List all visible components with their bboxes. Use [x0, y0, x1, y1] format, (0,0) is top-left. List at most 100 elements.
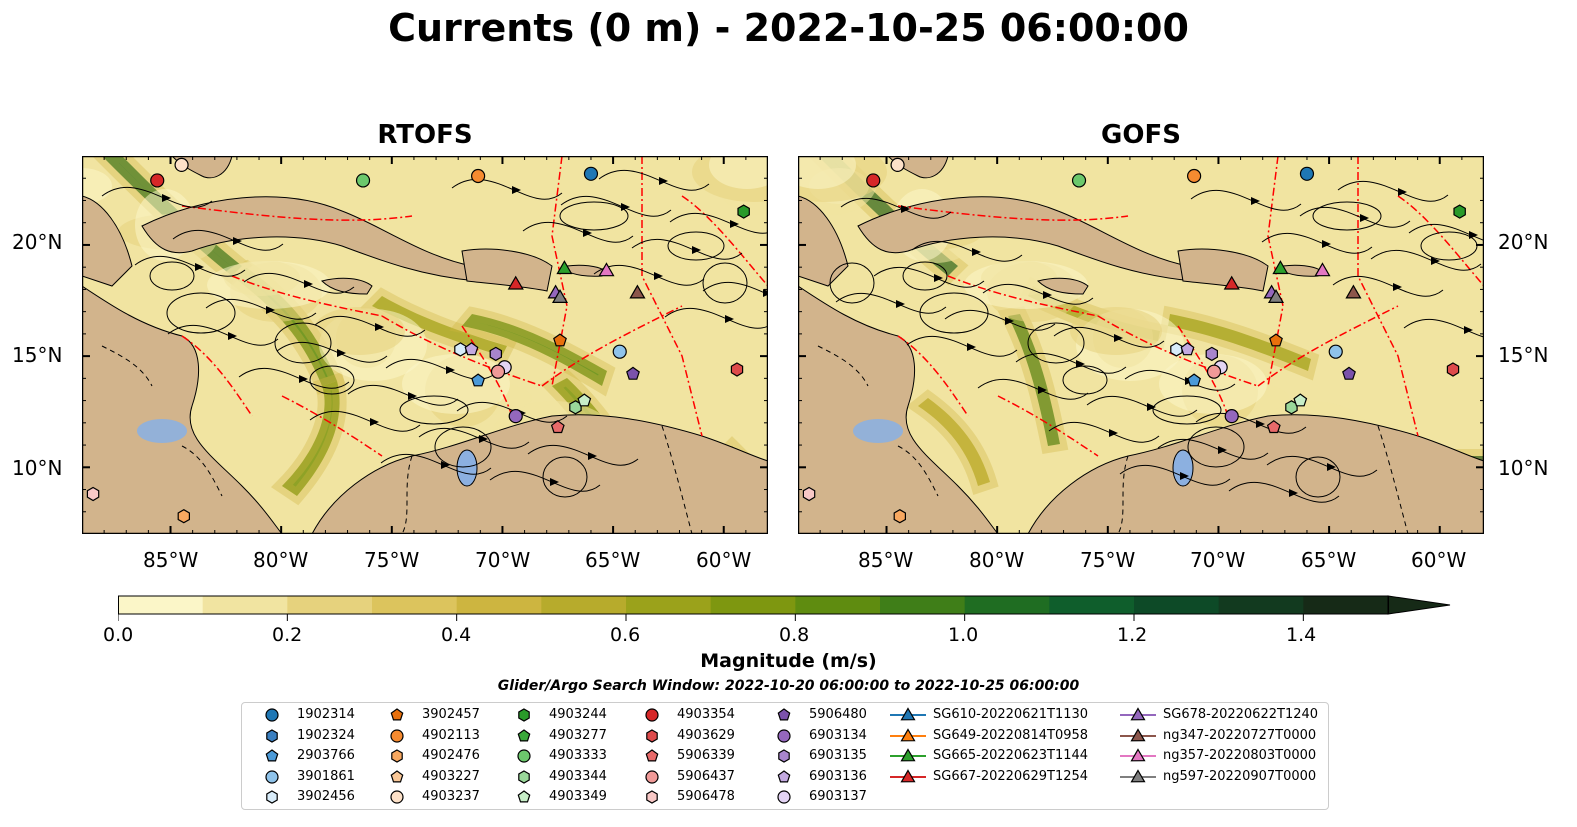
marker-4903349: [577, 393, 592, 407]
legend-label: 4903629: [677, 727, 735, 743]
colorbar-cell: [202, 596, 288, 614]
legend-symbol: [265, 708, 279, 722]
streamline: [1337, 180, 1449, 202]
streamline-arrow: [583, 229, 592, 237]
lake-nicaragua: [137, 419, 187, 443]
marker-2903766: [1187, 373, 1202, 387]
legend-symbol: [265, 749, 279, 762]
streamline-arrow: [1114, 334, 1123, 342]
legend-marker-triangle-icon: [890, 748, 926, 762]
streamline-arrow: [299, 375, 308, 383]
current-band-halo: [449, 306, 616, 397]
current-band: [372, 296, 507, 356]
legend-symbol: [266, 728, 278, 743]
eddy-streamline: [829, 262, 875, 304]
country-border: [401, 455, 413, 534]
legend-symbol: [645, 708, 659, 722]
streamline: [134, 255, 246, 277]
legend-label: 6903137: [809, 789, 867, 804]
streamline-arrow: [162, 194, 171, 202]
legend-label: 4903277: [549, 727, 607, 743]
marker-5906478: [86, 486, 100, 502]
streamline-arrow: [370, 418, 379, 426]
marker-SG667-20220629T1254: [1223, 275, 1240, 290]
land-jamaica: [1037, 277, 1089, 295]
panel-title-gofs: GOFS: [1101, 120, 1181, 150]
legend-symbol: [777, 790, 791, 804]
land: [82, 156, 768, 534]
current-band-halo: [906, 389, 999, 495]
streamline: [451, 178, 563, 200]
legend-label: 6903135: [809, 748, 867, 763]
legend-label: 6903134: [809, 727, 867, 743]
streamline: [598, 169, 710, 191]
land-cuba: [141, 196, 478, 282]
colorbar-tick-1: 0.2: [272, 624, 303, 646]
marker-2903766: [471, 373, 486, 387]
colorbar-tick-0: 0.0: [103, 624, 134, 646]
map-rtofs[interactable]: [82, 156, 768, 534]
streamline: [347, 384, 459, 406]
magnitude-patch: [224, 260, 300, 296]
legend-marker-pentagon-icon: [517, 790, 531, 803]
marker-SG665-20220623T1144: [1272, 260, 1289, 275]
streamline: [1015, 352, 1127, 374]
marker-3902456: [454, 342, 467, 357]
legend-symbol: [265, 769, 279, 784]
eez-boundary-line: [897, 335, 969, 417]
marker-5906480: [1342, 366, 1356, 380]
streamline: [669, 212, 768, 234]
eez-boundary-line: [641, 156, 703, 437]
eddy-streamline: [166, 292, 236, 334]
streamline: [944, 309, 1056, 331]
legend-symbol: [777, 769, 791, 782]
streamline: [1086, 395, 1198, 417]
legend-symbol: [900, 768, 916, 782]
streamline: [906, 335, 1018, 357]
streamline-arrow: [1147, 403, 1156, 411]
marker-4903237: [174, 157, 189, 172]
marker-4903333: [355, 173, 371, 188]
marker-1902314: [1299, 166, 1315, 181]
streamline-arrow: [1256, 420, 1265, 428]
streamline: [560, 195, 672, 217]
lon-label-85w-left: 85°W: [143, 548, 199, 572]
map-frame: [798, 156, 1484, 534]
streamline: [1190, 189, 1302, 211]
streamline-arrow: [408, 392, 417, 400]
current-band: [232, 268, 337, 386]
streamline: [527, 444, 639, 466]
legend: 1902314 1902324 2903766 3901861 3902456 39024…: [241, 702, 1329, 810]
marker-SG667-20220629T1254: [507, 275, 524, 290]
country-borders: [817, 345, 1409, 534]
marker-ng347-20220727T0000: [629, 284, 646, 299]
legend-marker-circle-icon: [645, 769, 659, 784]
colorbar-extend-arrow: [1387, 595, 1451, 615]
streamline-arrow: [1431, 257, 1440, 265]
lake-maracaibo: [456, 449, 478, 487]
marker-4902476: [893, 509, 907, 524]
marker-ng347-20220727T0000: [1345, 284, 1362, 299]
legend-symbol: [778, 749, 790, 763]
lon-label-70w-left: 70°W: [475, 548, 531, 572]
land-jamaica: [321, 277, 373, 295]
current-band-halo: [271, 371, 347, 506]
legend-marker-hexagon-icon: [518, 708, 530, 722]
legend-symbol: [1130, 768, 1146, 782]
eez-boundary-line: [231, 275, 383, 317]
streamline-arrow: [1289, 489, 1298, 497]
streamline: [172, 229, 284, 251]
map-gofs[interactable]: [798, 156, 1484, 534]
eddy-streamline: [1062, 365, 1108, 395]
legend-label: 3902456: [297, 789, 355, 804]
eddy-streamline: [309, 365, 355, 395]
marker-6903136: [1180, 342, 1195, 356]
legend-symbol: [646, 728, 658, 743]
marker-4903333: [1071, 173, 1087, 188]
eez-boundary-line: [181, 335, 253, 417]
legend-marker-circle-icon: [777, 790, 791, 804]
streamline: [276, 341, 388, 363]
streamline: [1048, 421, 1160, 443]
land-south-america: [1027, 414, 1484, 534]
legend-marker-triangle-icon: [890, 768, 926, 782]
